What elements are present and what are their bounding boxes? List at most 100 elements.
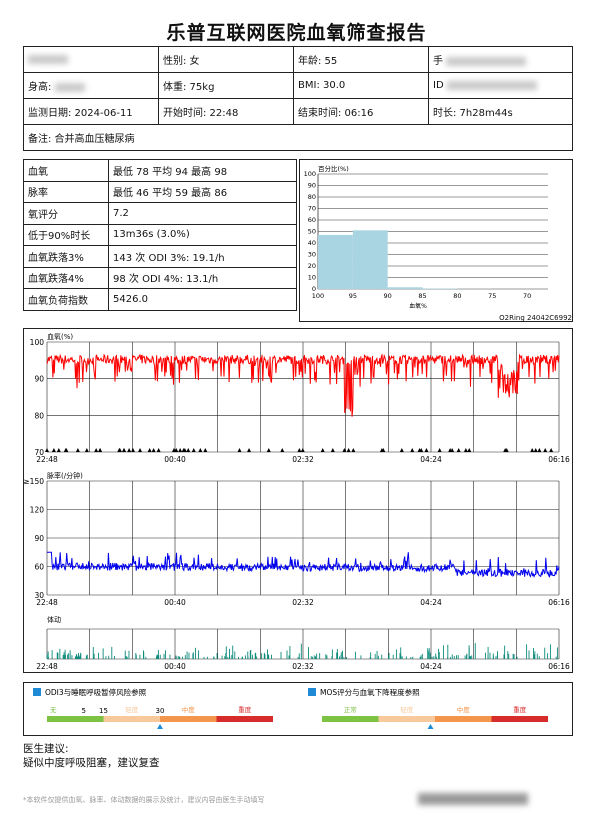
bmi-cell: BMI: 30.0 (293, 72, 429, 99)
advice-heading: 医生建议: (23, 743, 69, 755)
desat-marker (503, 448, 508, 452)
pr-ytick: 30 (34, 591, 44, 600)
motion-time-tick: 02:32 (292, 662, 314, 671)
stat-value: 98 次 ODI 4%: 13.1/h (108, 266, 297, 289)
odi-legend-segment (103, 716, 160, 722)
motion-time-tick: 00:40 (164, 662, 186, 671)
desat-marker (549, 448, 554, 452)
mos-legend-segment-label: 重度 (513, 705, 527, 714)
desat-marker (543, 448, 548, 452)
stat-row-score: 氧评分 7.2 (23, 202, 297, 225)
odi-legend-segment (160, 716, 217, 722)
hist-ytick: 50 (308, 228, 316, 236)
hist-ytick: 0 (312, 285, 316, 293)
desat-marker (121, 448, 126, 452)
stat-label: 血氧 (23, 159, 109, 182)
mos-legend-segment-label: 中度 (457, 705, 471, 714)
pr-time-tick: 04:24 (420, 598, 442, 607)
stat-row-odi3: 血氧跌落3% 143 次 ODI 3%: 19.1/h (23, 245, 297, 268)
desat-marker (151, 448, 156, 452)
desat-marker (456, 448, 461, 452)
mos-legend-segment (491, 716, 548, 722)
doctor-signature (418, 786, 548, 806)
hist-ytick: 10 (308, 274, 316, 282)
desat-marker (300, 448, 305, 452)
spo2-chart-label: 血氧(%) (47, 332, 73, 341)
desat-marker (171, 448, 176, 452)
duration-cell: 时长: 7h28m44s (428, 98, 573, 125)
stats-table: 血氧 最低 78 平均 94 最高 98 脉率 最低 46 平均 59 最高 86 … (23, 159, 297, 311)
pr-chart-label: 脉率(/分钟) (47, 471, 83, 480)
date-cell: 监测日期: 2024-06-11 (23, 98, 159, 125)
odi-legend-threshold: 15 (99, 707, 108, 715)
odi-legend-segment-label: 重度 (238, 705, 252, 714)
odi-legend-threshold: 5 (81, 707, 85, 715)
desat-marker (463, 448, 468, 452)
hist-ytick: 70 (308, 205, 316, 213)
mos-legend-segment (322, 716, 379, 722)
desat-marker (320, 448, 325, 452)
stat-value: 143 次 ODI 3%: 19.1/h (108, 245, 297, 268)
motion-time-tick: 04:24 (420, 662, 442, 671)
hist-xtick: 95 (349, 292, 357, 300)
stat-value: 7.2 (108, 202, 297, 225)
desat-marker (467, 448, 472, 452)
desat-marker (297, 448, 302, 452)
id-cell: ID (428, 72, 573, 99)
odi-legend-segment (47, 716, 104, 722)
hist-ytick: 40 (308, 239, 316, 247)
spo2-ytick: 70 (34, 448, 44, 457)
stat-label: 血氧跌落3% (23, 245, 109, 268)
phone-cell: 手 (428, 46, 573, 73)
desat-marker (346, 448, 351, 452)
hist-bar (387, 287, 423, 289)
mos-legend-segment (435, 716, 492, 722)
hist-ylabel: 百分比(%) (318, 164, 349, 173)
odi-legend-title: ODI3与睡眠呼吸暂停风险参照 (45, 687, 147, 697)
stat-label: 脉率 (23, 180, 109, 203)
spo2-ytick: 90 (34, 375, 44, 384)
hist-xtick: 70 (523, 292, 531, 300)
desat-marker (64, 448, 69, 452)
hist-ytick: 90 (308, 182, 316, 190)
odi-legend-segment-label: 中度 (182, 705, 196, 714)
odi-legend-marker (157, 724, 163, 729)
desat-marker (182, 448, 187, 452)
desat-marker (98, 448, 103, 452)
motion-time-tick: 22:48 (36, 662, 58, 671)
patient-info-table: 性别: 女 年龄: 55 手 身高: 体重: 75kg BMI: 30.0 ID… (23, 46, 573, 151)
pr-ytick: 90 (34, 534, 44, 543)
hist-ytick: 30 (308, 251, 316, 259)
stat-label: 低于90%时长 (23, 223, 109, 246)
desat-marker (198, 448, 203, 452)
age-cell: 年龄: 55 (293, 46, 429, 73)
hist-xlabel: 血氧% (409, 302, 427, 310)
desat-marker (156, 448, 161, 452)
mos-legend-title: MOS评分与血氧下降程度参照 (320, 687, 420, 697)
pr-line (47, 551, 560, 579)
stat-row-spo2: 血氧 最低 78 平均 94 最高 98 (23, 159, 297, 182)
desat-marker (138, 448, 143, 452)
reference-legends: ODI3与睡眠呼吸暂停风险参照无 轻度 中度 重度 5 15 30 MOS评分与血氧下降程度参… (23, 682, 573, 736)
spo2-histogram-box: 百分比(%) 100 90 80 70 60 50 40 30 20 10 0 100 95 90 85 80 7… (299, 159, 573, 322)
desat-marker (379, 448, 384, 452)
desat-marker (417, 448, 422, 452)
spo2-time-tick: 06:16 (548, 455, 570, 464)
advice-text: 疑似中度呼吸阻塞，建议复查 (23, 757, 160, 769)
desat-marker (280, 448, 285, 452)
desat-marker (437, 448, 442, 452)
pr-time-tick: 02:32 (292, 598, 314, 607)
odi-legend-threshold: 30 (156, 707, 165, 715)
pr-ytick: 120 (30, 506, 45, 515)
end-time-cell: 结束时间: 06:16 (293, 98, 429, 125)
height-cell: 身高: (23, 72, 159, 99)
desat-marker (117, 448, 122, 452)
pr-time-tick: 22:48 (36, 598, 58, 607)
spo2-time-tick: 04:24 (420, 455, 442, 464)
trend-charts-panel: 血氧(%) 100 90 80 70 22:48 00:40 02:32 04:24 06:16 脉… (23, 328, 573, 673)
pr-time-tick: 00:40 (164, 598, 186, 607)
report-title: 乐普互联网医院血氧筛查报告 (166, 22, 427, 44)
desat-marker (94, 448, 99, 452)
spo2-time-tick: 22:48 (36, 455, 58, 464)
